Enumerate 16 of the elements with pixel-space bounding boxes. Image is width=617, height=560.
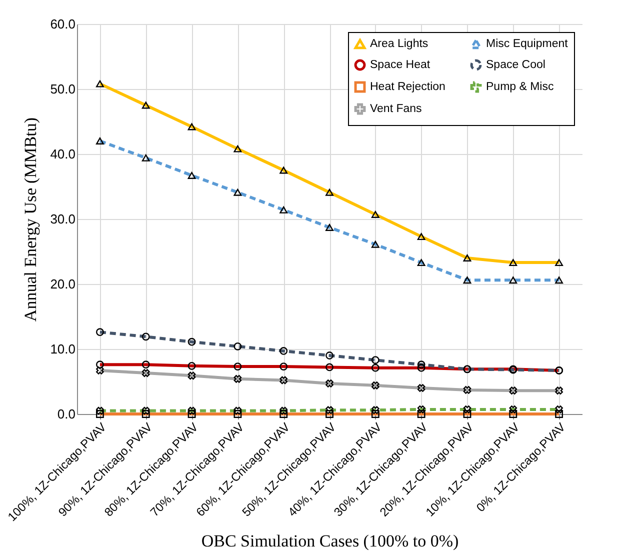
y-tick-label: 0.0 xyxy=(57,406,76,422)
legend-label: Area Lights xyxy=(370,38,428,50)
legend-label: Pump & Misc xyxy=(486,81,554,93)
y-tick-label: 10.0 xyxy=(50,342,76,356)
y-tick-label: 60.0 xyxy=(50,16,76,32)
y-tick-label: 30.0 xyxy=(50,212,76,226)
y-tick-label: 20.0 xyxy=(50,276,76,292)
x-axis-title: OBC Simulation Cases (100% to 0%) xyxy=(201,531,459,550)
legend-label: Vent Fans xyxy=(370,103,422,115)
legend-label: Misc Equipment xyxy=(486,38,569,50)
y-tick-label: 50.0 xyxy=(50,82,76,96)
y-tick-label: 40.0 xyxy=(50,146,76,162)
y-axis-title: Annual Energy Use (MMBtu) xyxy=(21,117,40,322)
legend-label: Space Cool xyxy=(486,59,546,71)
legend-label: Space Heat xyxy=(370,59,431,71)
legend-label: Heat Rejection xyxy=(370,81,446,93)
